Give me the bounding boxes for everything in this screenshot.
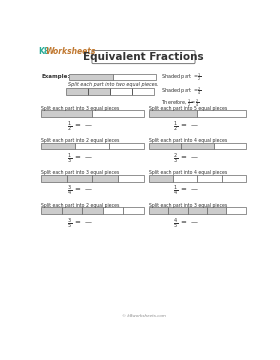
Bar xyxy=(118,175,143,182)
Bar xyxy=(149,143,181,149)
Bar xyxy=(173,175,197,182)
Text: $\frac{3}{4}$ $=$ —: $\frac{3}{4}$ $=$ — xyxy=(67,184,93,198)
Bar xyxy=(109,143,143,149)
Text: K8: K8 xyxy=(38,47,49,56)
Text: Split each part into 5 equal pieces: Split each part into 5 equal pieces xyxy=(149,105,227,111)
Text: $\frac{2}{3}$ $=$ —: $\frac{2}{3}$ $=$ — xyxy=(173,152,199,166)
Text: $\frac{4}{5}$ $=$ —: $\frac{4}{5}$ $=$ — xyxy=(173,216,199,231)
Bar xyxy=(197,110,246,117)
Text: Shaded part $=\!\frac{2}{4}$: Shaded part $=\!\frac{2}{4}$ xyxy=(160,86,201,97)
Bar xyxy=(82,207,102,214)
Bar xyxy=(149,207,168,214)
Bar xyxy=(69,74,113,80)
Bar xyxy=(207,207,227,214)
Bar xyxy=(41,175,67,182)
Bar xyxy=(41,143,75,149)
Text: $\frac{1}{2}$ $=$ —: $\frac{1}{2}$ $=$ — xyxy=(173,120,199,134)
Text: Split each part into 2 equal pieces: Split each part into 2 equal pieces xyxy=(41,203,120,208)
Bar xyxy=(197,175,221,182)
Bar xyxy=(181,143,214,149)
Text: © k8worksheets.com: © k8worksheets.com xyxy=(122,314,165,318)
Text: Therefore, $\frac{1}{2}\!=\!\frac{2}{4}$: Therefore, $\frac{1}{2}\!=\!\frac{2}{4}$ xyxy=(160,98,199,109)
Text: Shaded part $=\!\frac{1}{2}$: Shaded part $=\!\frac{1}{2}$ xyxy=(160,71,201,83)
Bar xyxy=(123,207,143,214)
Bar xyxy=(113,74,156,80)
Text: $\frac{3}{5}$ $=$ —: $\frac{3}{5}$ $=$ — xyxy=(67,216,93,231)
Bar xyxy=(214,143,246,149)
Text: Split each part into 4 equal pieces: Split each part into 4 equal pieces xyxy=(149,170,227,175)
Text: Worksheets: Worksheets xyxy=(45,47,95,56)
Text: $\frac{1}{3}$ $=$ —: $\frac{1}{3}$ $=$ — xyxy=(67,152,93,166)
Bar xyxy=(62,207,82,214)
Bar xyxy=(41,207,62,214)
Text: Split each part into 3 equal pieces: Split each part into 3 equal pieces xyxy=(149,203,227,208)
Bar xyxy=(66,88,88,95)
Bar xyxy=(149,175,173,182)
Text: Split each part into 3 equal pieces: Split each part into 3 equal pieces xyxy=(41,105,120,111)
Bar xyxy=(168,207,188,214)
Bar xyxy=(102,207,123,214)
Bar xyxy=(67,175,92,182)
Text: Split each part into 4 equal pieces: Split each part into 4 equal pieces xyxy=(149,138,227,143)
Text: $\frac{1}{4}$ $=$ —: $\frac{1}{4}$ $=$ — xyxy=(173,184,199,198)
Bar xyxy=(188,207,207,214)
Text: Split each part into two equal pieces.: Split each part into two equal pieces. xyxy=(67,82,158,87)
Bar xyxy=(92,110,143,117)
Text: Equivalent Fractions: Equivalent Fractions xyxy=(83,52,204,62)
Text: $\frac{1}{2}$ $=$ —: $\frac{1}{2}$ $=$ — xyxy=(67,120,93,134)
Bar xyxy=(88,88,110,95)
Bar xyxy=(221,175,246,182)
Text: Split each part into 3 equal pieces: Split each part into 3 equal pieces xyxy=(41,170,120,175)
Bar xyxy=(132,88,154,95)
Text: Example:: Example: xyxy=(41,74,70,79)
Text: Split each part into 2 equal pieces: Split each part into 2 equal pieces xyxy=(41,138,120,143)
Bar xyxy=(41,110,92,117)
Bar xyxy=(92,175,118,182)
Bar xyxy=(227,207,246,214)
Bar xyxy=(149,110,197,117)
Bar xyxy=(110,88,132,95)
Bar xyxy=(75,143,109,149)
